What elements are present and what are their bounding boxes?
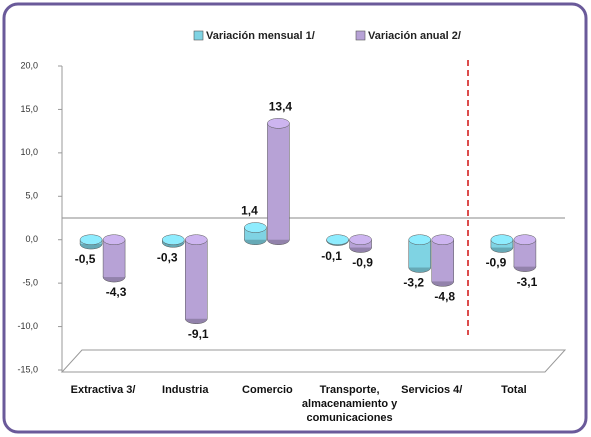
bar-cap bbox=[244, 222, 267, 233]
y-tick-label: 15,0 bbox=[20, 104, 38, 114]
bar bbox=[408, 239, 431, 268]
x-tick-label: Extractiva 3/ bbox=[70, 384, 136, 396]
y-tick-label: 20,0 bbox=[20, 60, 38, 70]
value-label: -4,8 bbox=[434, 290, 455, 304]
x-tick-label: Comercio bbox=[242, 384, 293, 396]
y-tick-label: 5,0 bbox=[25, 191, 38, 201]
bar-cap bbox=[79, 234, 103, 245]
y-tick-label: -10,0 bbox=[17, 321, 38, 331]
legend-label: Variación anual 2/ bbox=[368, 30, 461, 42]
value-label: -3,1 bbox=[517, 275, 538, 289]
value-label: -0,1 bbox=[321, 249, 342, 263]
value-label: -0,9 bbox=[486, 256, 507, 270]
value-label: -3,2 bbox=[403, 276, 424, 290]
bar-cap bbox=[162, 234, 185, 245]
y-tick-label: -5,0 bbox=[22, 278, 38, 288]
y-tick-label: -15,0 bbox=[17, 364, 38, 374]
bar bbox=[431, 239, 454, 282]
bar-cap bbox=[431, 234, 454, 245]
bar bbox=[103, 239, 126, 278]
value-label: -0,5 bbox=[75, 252, 96, 266]
bar-cap bbox=[326, 234, 349, 245]
floor bbox=[60, 349, 567, 373]
x-tick-label: Industria bbox=[162, 384, 209, 396]
x-tick-label: Total bbox=[501, 384, 527, 396]
value-label: -0,3 bbox=[157, 250, 178, 264]
x-tick-label: Servicios 4/ bbox=[401, 384, 463, 396]
bar-cap bbox=[267, 118, 290, 129]
bar bbox=[513, 239, 536, 267]
bar bbox=[267, 123, 290, 240]
y-tick-label: 0,0 bbox=[25, 234, 38, 244]
bar-cap bbox=[408, 234, 431, 245]
legend-swatch bbox=[355, 30, 366, 41]
legend-label: Variación mensual 1/ bbox=[206, 30, 315, 42]
value-label: 1,4 bbox=[241, 204, 258, 218]
bar-cap bbox=[349, 234, 372, 245]
value-label: -4,3 bbox=[106, 285, 127, 299]
bar bbox=[185, 239, 208, 319]
bar-cap bbox=[490, 234, 514, 245]
value-label: -0,9 bbox=[352, 256, 373, 270]
bar-cap bbox=[185, 234, 208, 245]
bar-cap bbox=[513, 234, 537, 245]
x-tick-label: Transporte, almacenamiento y comunicacio… bbox=[301, 384, 398, 424]
y-tick-label: 10,0 bbox=[20, 147, 38, 157]
value-label: 13,4 bbox=[269, 99, 293, 113]
bar-cap bbox=[102, 234, 126, 245]
value-label: -9,1 bbox=[188, 327, 209, 341]
legend-swatch bbox=[193, 30, 204, 41]
